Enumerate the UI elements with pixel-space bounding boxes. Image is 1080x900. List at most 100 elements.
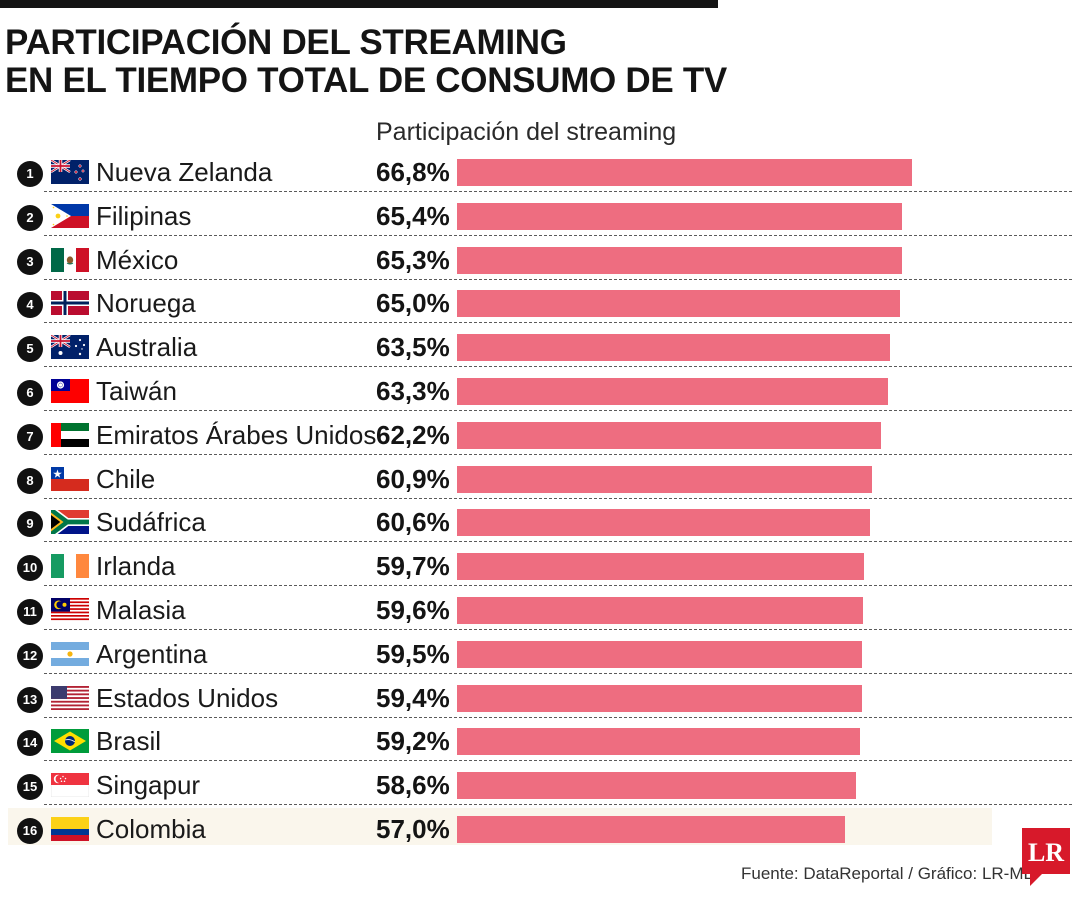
chart-row: 13 Estados Unidos 59,4% [0,676,1072,720]
row-divider [44,497,1072,499]
rank-badge: 5 [17,336,43,363]
country-label: Malasia [96,595,186,625]
bar [457,553,864,581]
rank-badge: 12 [17,642,43,669]
chart-row: 16 Colombia 57,0% [0,807,1072,851]
philippines-flag-icon [51,203,89,228]
value-label: 65,4% [376,200,450,231]
value-label: 65,3% [376,244,450,275]
chart-row: 5 Australia 63,5% [0,325,1072,369]
value-label: 60,9% [376,463,450,494]
rank-badge: 13 [17,686,43,713]
country-label: Nueva Zelanda [96,157,273,187]
top-rule [0,0,718,8]
rank-badge: 4 [17,292,43,319]
argentina-flag-icon [51,641,89,666]
country-label: Singapur [96,770,201,801]
row-divider [44,191,1072,192]
country-label: Australia [96,332,198,363]
uae-flag-icon [51,422,89,447]
value-label: 58,6% [376,770,450,801]
chart-row: 12 Argentina 59,5% [0,632,1072,676]
ireland-flag-icon [51,554,89,579]
rank-badge: 7 [17,423,43,450]
chart-row: 9 Sudáfrica 60,6% [0,500,1072,544]
rank-badge: 6 [17,380,43,406]
bar [457,202,903,230]
bar [457,816,846,843]
rank-badge: 16 [17,818,43,844]
value-label: 59,2% [376,726,450,757]
singapore-flag-icon [51,773,89,798]
value-label: 59,7% [376,551,450,582]
row-divider [44,278,1072,280]
chart-row: 15 Singapur 58,6% [0,763,1072,807]
row-divider [44,629,1072,630]
country-label: Noruega [96,288,196,319]
new-zealand-flag-icon [51,160,89,184]
rank-badge: 8 [17,467,43,494]
row-divider [44,760,1072,762]
bar [457,597,863,624]
australia-flag-icon [51,335,89,360]
brazil-flag-icon [51,729,89,754]
chart-row: 1 Nueva Zelanda 66,8% [0,150,1072,194]
colombia-flag-icon [51,817,89,841]
value-label: 57,0% [376,814,450,844]
south-africa-flag-icon [51,510,89,535]
source-note: Fuente: DataReportal / Gráfico: LR-MB [741,864,1035,883]
chart-row: 11 Malasia 59,6% [0,588,1072,632]
title-line-1: PARTICIPACIÓN DEL STREAMING [5,23,567,62]
rank-badge: 9 [17,511,43,538]
value-label: 59,5% [376,638,450,669]
value-label: 63,3% [376,376,450,406]
chart-row: 6 Taiwán 63,3% [0,369,1072,413]
country-label: Colombia [96,814,206,844]
value-label: 66,8% [376,157,450,187]
value-label: 63,5% [376,332,450,363]
mexico-flag-icon [51,247,89,272]
row-divider [44,672,1072,674]
bar [457,421,881,449]
bar [457,378,889,405]
value-label: 65,0% [376,288,450,319]
rank-badge: 1 [17,161,43,187]
chart-row: 4 Noruega 65,0% [0,281,1072,325]
bar [457,509,870,537]
row-divider [44,322,1072,324]
row-divider [44,804,1072,806]
country-label: Chile [96,463,156,494]
rank-badge: 3 [17,248,43,275]
value-label: 62,2% [376,419,450,450]
chart-row: 8 Chile 60,9% [0,457,1072,501]
chile-flag-icon [51,466,89,491]
country-label: México [96,244,179,275]
row-divider [44,585,1072,587]
row-divider [44,234,1072,236]
chart-row: 10 Irlanda 59,7% [0,544,1072,588]
bar [457,334,890,362]
bar [457,728,861,756]
logo-text: LR [1028,838,1064,867]
bar [457,640,863,668]
malaysia-flag-icon [51,598,89,622]
chart-row: 3 México 65,3% [0,238,1072,282]
bar [457,290,900,318]
row-divider [44,410,1072,411]
chart-row: 14 Brasil 59,2% [0,719,1072,763]
usa-flag-icon [51,685,89,710]
country-label: Emiratos Árabes Unidos [96,419,377,450]
row-divider [44,453,1072,455]
bar-chart: 1 Nueva Zelanda 66,8% 2 Filipinas 65,4% 3 Méxic… [0,150,1080,855]
country-label: Sudáfrica [96,507,206,538]
rank-badge: 14 [17,730,43,757]
rank-badge: 11 [17,599,43,625]
column-header: Participación del streaming [376,118,677,146]
rank-badge: 2 [17,204,43,231]
title-line-2: EN EL TIEMPO TOTAL DE CONSUMO DE TV [5,61,727,100]
bar [457,246,902,274]
value-label: 59,6% [376,595,450,625]
row-divider [44,366,1072,368]
country-label: Estados Unidos [96,682,279,713]
country-label: Brasil [96,726,162,757]
